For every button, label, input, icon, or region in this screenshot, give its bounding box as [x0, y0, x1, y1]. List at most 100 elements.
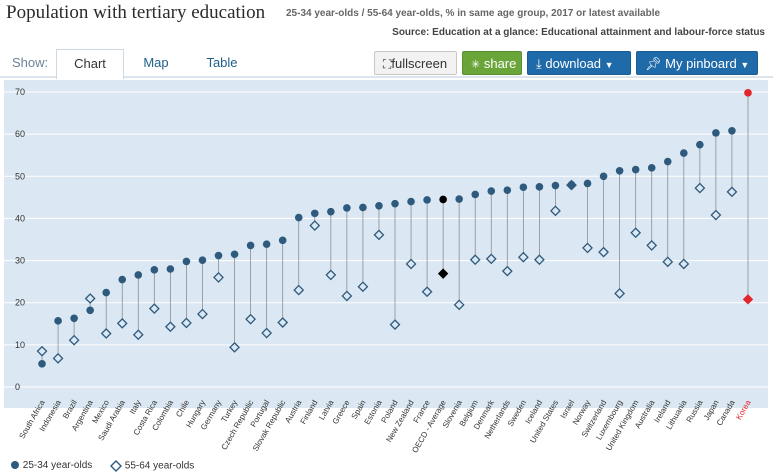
diamond-point [453, 299, 465, 311]
diamond-point [694, 182, 706, 194]
circle-point [70, 314, 78, 323]
circle-point [262, 240, 271, 248]
tab-map[interactable]: Map [143, 55, 169, 70]
fullscreen-label: fullscreen [391, 56, 448, 71]
circle-point [343, 204, 351, 212]
circle-point [535, 183, 544, 191]
diamond-point [662, 256, 674, 268]
diamond-point [261, 327, 273, 339]
source-text: Source: Education at a glance: Education… [392, 27, 765, 38]
diamond-point [197, 308, 208, 320]
y-tick-label: 40 [15, 213, 25, 223]
diamond-point [614, 288, 626, 299]
circle-point [696, 140, 704, 149]
y-tick-label: 50 [15, 171, 25, 181]
chart-area: 0 10 20 30 40 50 60 70 South Africa Indonesia Braz… [4, 80, 768, 454]
diamond-point [100, 328, 112, 339]
diamond-point [229, 341, 240, 353]
diamond-point [598, 246, 609, 258]
circle-point [487, 187, 496, 195]
share-button[interactable]: ✳ share [462, 51, 522, 75]
circle-point [278, 236, 287, 245]
circle-point [631, 165, 640, 174]
diamond-point [325, 269, 337, 281]
circle-point [166, 265, 175, 273]
y-tick-label: 20 [15, 298, 25, 308]
chart-subtitle: 25-34 year-olds / 55-64 year-olds, % in … [286, 8, 661, 19]
circle-point [519, 183, 528, 192]
circle-point [712, 129, 720, 137]
pinboard-button[interactable]: 📌︎ My pinboard ▼ [636, 51, 758, 75]
circle-point [327, 207, 335, 216]
share-label: share [483, 56, 517, 71]
legend-item-young[interactable]: 25-34 year-olds [10, 460, 92, 471]
diamond-point [68, 334, 80, 346]
circle-point [551, 181, 560, 190]
circle-point [182, 257, 191, 266]
circle-point [391, 199, 399, 208]
fullscreen-button[interactable]: ⛶fullscreen [374, 51, 457, 75]
legend-item-old[interactable]: 55-64 year-olds [110, 460, 194, 472]
download-button[interactable]: ⤓ download ▼ [527, 51, 631, 75]
caret-down-icon: ▼ [740, 60, 750, 70]
tab-table[interactable]: Table [206, 55, 238, 70]
diamond-point [485, 253, 497, 265]
diamond-point [517, 251, 529, 263]
circle-point [134, 271, 143, 279]
circle-point [583, 179, 592, 188]
diamond-point [469, 254, 481, 266]
diamond-point [373, 229, 385, 241]
diamond-point [437, 268, 449, 279]
circle-point [567, 180, 576, 189]
diamond-point [84, 293, 96, 304]
toolbar-divider [0, 76, 773, 78]
circle-point [599, 172, 608, 181]
circle-point [615, 167, 624, 175]
circle-point [680, 149, 688, 157]
circle-point [728, 126, 736, 135]
diamond-point [132, 329, 144, 341]
pin-icon: 📌︎ [645, 56, 662, 71]
diamond-point [357, 281, 369, 293]
circle-point [246, 241, 255, 250]
circle-point [102, 288, 110, 297]
tab-chart[interactable]: Chart [56, 49, 124, 79]
circle-point [503, 186, 512, 194]
diamond-point [245, 313, 257, 325]
diamond-point [52, 352, 64, 364]
fullscreen-icon: ⛶ [383, 57, 392, 71]
diamond-marker-icon [110, 460, 122, 472]
circle-point [471, 190, 480, 199]
diamond-point [582, 242, 593, 254]
diamond-point [742, 294, 754, 305]
diamond-point [277, 317, 289, 328]
circle-point [86, 306, 94, 315]
diamond-point [309, 220, 321, 232]
diamond-point [533, 254, 545, 266]
circle-point [214, 251, 223, 260]
caret-down-icon: ▼ [604, 60, 614, 70]
circle-point [647, 164, 656, 172]
circle-point [663, 157, 672, 166]
circle-point [294, 213, 303, 222]
circle-point [198, 256, 207, 264]
diamond-point [116, 317, 128, 329]
circle-point [150, 266, 159, 274]
diamond-point [726, 186, 738, 198]
diamond-point [501, 265, 513, 277]
circle-point [359, 203, 367, 212]
diamond-point [389, 319, 401, 331]
diamond-point [213, 272, 224, 283]
diamond-point [341, 290, 353, 302]
x-tick-label: Korea [734, 398, 753, 421]
diamond-point [181, 317, 192, 329]
diamond-point [36, 345, 48, 357]
share-icon: ✳ [471, 59, 481, 71]
circle-point [230, 250, 239, 259]
circle-point [744, 89, 752, 97]
legend-label-young: 25-34 year-olds [22, 460, 93, 471]
circle-point [407, 197, 415, 206]
circle-point [118, 275, 127, 284]
download-label: download [545, 56, 602, 71]
